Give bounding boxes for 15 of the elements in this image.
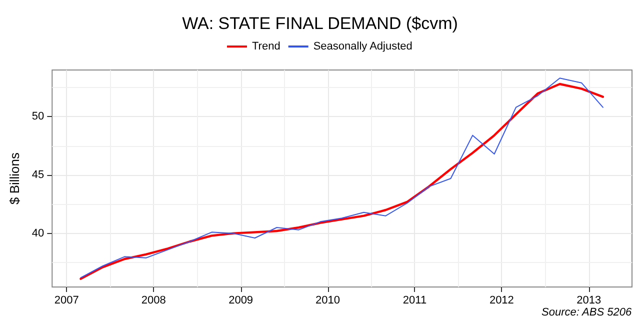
x-tick-label: 2011	[402, 294, 427, 306]
x-tick-label: 2010	[316, 294, 340, 306]
y-tick-label: 50	[32, 110, 44, 123]
source-note: Source: ABS 5206	[541, 306, 632, 318]
legend-label: Trend	[252, 40, 280, 52]
chart-title: WA: STATE FINAL DEMAND ($cvm)	[182, 14, 458, 33]
legend-label: Seasonally Adjusted	[313, 40, 412, 52]
x-tick-label: 2008	[141, 294, 166, 306]
y-tick-label: 45	[32, 169, 44, 181]
x-tick-label: 2012	[489, 294, 514, 306]
x-tick-label: 2007	[54, 294, 79, 306]
y-axis-title: $ Billions	[7, 152, 22, 205]
y-tick-label: 40	[32, 227, 44, 240]
x-tick-label: 2013	[576, 294, 602, 306]
x-tick-label: 2009	[228, 294, 254, 306]
